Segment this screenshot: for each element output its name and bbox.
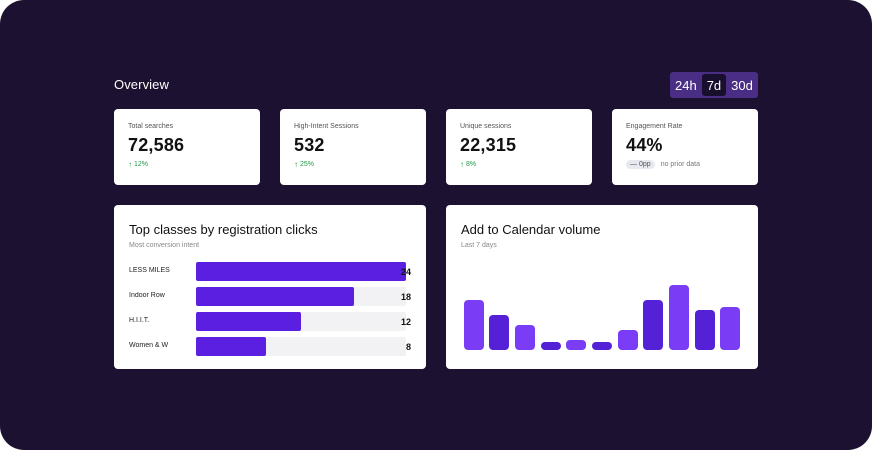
bar-fill	[196, 312, 301, 331]
class-label: Women & W	[129, 342, 169, 349]
class-value: 8	[405, 342, 411, 352]
arrow-up-icon: ↑	[294, 160, 298, 169]
page-title: Overview	[114, 77, 169, 92]
kpi-value: 22,315	[460, 135, 517, 155]
class-value: 12	[400, 317, 411, 327]
class-label: H.I.I.T.	[129, 317, 150, 324]
calendar-volume-chart	[461, 285, 743, 350]
bar-fill	[196, 262, 406, 281]
volume-bar	[720, 307, 740, 350]
volume-bar	[515, 325, 535, 350]
arrow-up-icon: ↑	[460, 160, 464, 169]
kpi-value: 532	[294, 135, 325, 155]
panel-subtitle: Last 7 days	[461, 242, 497, 249]
volume-bar	[566, 340, 586, 350]
volume-bar	[489, 315, 509, 350]
class-row: LESS MILES 24	[129, 262, 411, 282]
kpi-delta-value: 8%	[466, 161, 477, 168]
time-range-selector: 24h 7d 30d	[670, 72, 758, 98]
volume-bar	[541, 342, 561, 350]
range-24h-button[interactable]: 24h	[675, 77, 697, 93]
bar-track	[196, 312, 406, 331]
kpi-delta: — 0pp no prior data	[626, 160, 700, 169]
kpi-card-unique-sessions: Unique sessions 22,315 ↑ 8%	[446, 109, 592, 185]
kpi-value: 44%	[626, 135, 663, 155]
volume-bar	[592, 342, 612, 350]
volume-bar	[618, 330, 638, 350]
range-7d-button[interactable]: 7d	[701, 74, 727, 96]
class-value: 24	[400, 267, 411, 277]
kpi-label: Engagement Rate	[626, 123, 683, 130]
kpi-card-high-intent-sessions: High-Intent Sessions 532 ↑ 25%	[280, 109, 426, 185]
kpi-delta-value: 12%	[134, 161, 149, 168]
kpi-label: Total searches	[128, 123, 174, 130]
bar-track	[196, 287, 406, 306]
volume-bar	[464, 300, 484, 350]
dash-icon: —	[630, 161, 637, 168]
class-row: Indoor Row 18	[129, 287, 411, 307]
panel-title: Top classes by registration clicks	[129, 222, 318, 237]
kpi-label: High-Intent Sessions	[294, 123, 359, 130]
kpi-delta-value: 25%	[300, 161, 315, 168]
bar-fill	[196, 287, 354, 306]
kpi-card-engagement-rate: Engagement Rate 44% — 0pp no prior data	[612, 109, 758, 185]
class-label: Indoor Row	[129, 292, 165, 299]
class-row: H.I.I.T. 12	[129, 312, 411, 332]
calendar-volume-panel: Add to Calendar volume Last 7 days	[446, 205, 758, 369]
arrow-up-icon: ↑	[128, 160, 132, 169]
class-label: LESS MILES	[129, 267, 170, 274]
kpi-value: 72,586	[128, 135, 185, 155]
kpi-delta: ↑ 25%	[294, 160, 314, 169]
panel-subtitle: Most conversion intent	[129, 242, 200, 249]
panel-title: Add to Calendar volume	[461, 222, 601, 237]
neutral-badge: — 0pp	[626, 160, 655, 169]
kpi-note: no prior data	[660, 161, 700, 168]
bar-track	[196, 337, 406, 356]
top-classes-panel: Top classes by registration clicks Most …	[114, 205, 426, 369]
range-30d-button[interactable]: 30d	[731, 77, 753, 93]
kpi-delta: ↑ 8%	[460, 160, 476, 169]
kpi-card-total-searches: Total searches 72,586 ↑ 12%	[114, 109, 260, 185]
volume-bar	[643, 300, 663, 350]
bar-fill	[196, 337, 266, 356]
bar-track	[196, 262, 406, 281]
kpi-label: Unique sessions	[460, 123, 512, 130]
kpi-delta: ↑ 12%	[128, 160, 148, 169]
kpi-delta-value: 0pp	[639, 161, 651, 168]
class-row: Women & W 8	[129, 337, 411, 357]
volume-bar	[669, 285, 689, 350]
class-value: 18	[400, 292, 411, 302]
volume-bar	[695, 310, 715, 350]
